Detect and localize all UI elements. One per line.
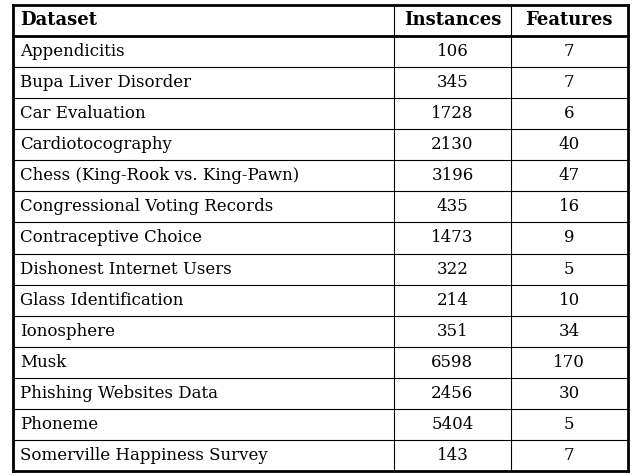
Text: Glass Identification: Glass Identification [20, 292, 184, 309]
Text: Car Evaluation: Car Evaluation [20, 105, 146, 122]
Text: 34: 34 [559, 323, 580, 340]
Text: 5404: 5404 [431, 416, 474, 433]
Text: Instances: Instances [404, 11, 501, 30]
Text: 9: 9 [564, 229, 574, 247]
Text: 2456: 2456 [431, 385, 474, 402]
Text: Bupa Liver Disorder: Bupa Liver Disorder [20, 74, 191, 91]
Text: 10: 10 [559, 292, 580, 309]
Text: 7: 7 [564, 447, 574, 464]
Text: Congressional Voting Records: Congressional Voting Records [20, 198, 273, 216]
Text: Phoneme: Phoneme [20, 416, 98, 433]
Text: 322: 322 [436, 260, 469, 278]
Text: Cardiotocography: Cardiotocography [20, 136, 172, 153]
Text: 345: 345 [437, 74, 469, 91]
Text: 1728: 1728 [431, 105, 474, 122]
Text: 16: 16 [559, 198, 580, 216]
Text: 2130: 2130 [431, 136, 474, 153]
Text: 106: 106 [437, 43, 469, 60]
Text: 5: 5 [564, 416, 574, 433]
Text: 7: 7 [564, 43, 574, 60]
Text: Dishonest Internet Users: Dishonest Internet Users [20, 260, 232, 278]
Text: Ionosphere: Ionosphere [20, 323, 115, 340]
Text: 47: 47 [559, 167, 580, 184]
Text: 351: 351 [437, 323, 469, 340]
Text: 435: 435 [437, 198, 469, 216]
Text: 5: 5 [564, 260, 574, 278]
Text: 3196: 3196 [431, 167, 474, 184]
Text: Phishing Websites Data: Phishing Websites Data [20, 385, 218, 402]
Text: 170: 170 [553, 354, 585, 371]
Text: 6598: 6598 [431, 354, 474, 371]
Text: 6: 6 [564, 105, 574, 122]
Text: Contraceptive Choice: Contraceptive Choice [20, 229, 202, 247]
Text: 30: 30 [559, 385, 580, 402]
Text: Features: Features [526, 11, 613, 30]
Text: Musk: Musk [20, 354, 67, 371]
Text: 40: 40 [559, 136, 580, 153]
Text: 143: 143 [436, 447, 469, 464]
Text: Appendicitis: Appendicitis [20, 43, 125, 60]
Text: 214: 214 [436, 292, 469, 309]
Text: Somerville Happiness Survey: Somerville Happiness Survey [20, 447, 268, 464]
Text: Dataset: Dataset [20, 11, 97, 30]
Text: 1473: 1473 [431, 229, 474, 247]
Text: Chess (King-Rook vs. King-Pawn): Chess (King-Rook vs. King-Pawn) [20, 167, 299, 184]
Text: 7: 7 [564, 74, 574, 91]
